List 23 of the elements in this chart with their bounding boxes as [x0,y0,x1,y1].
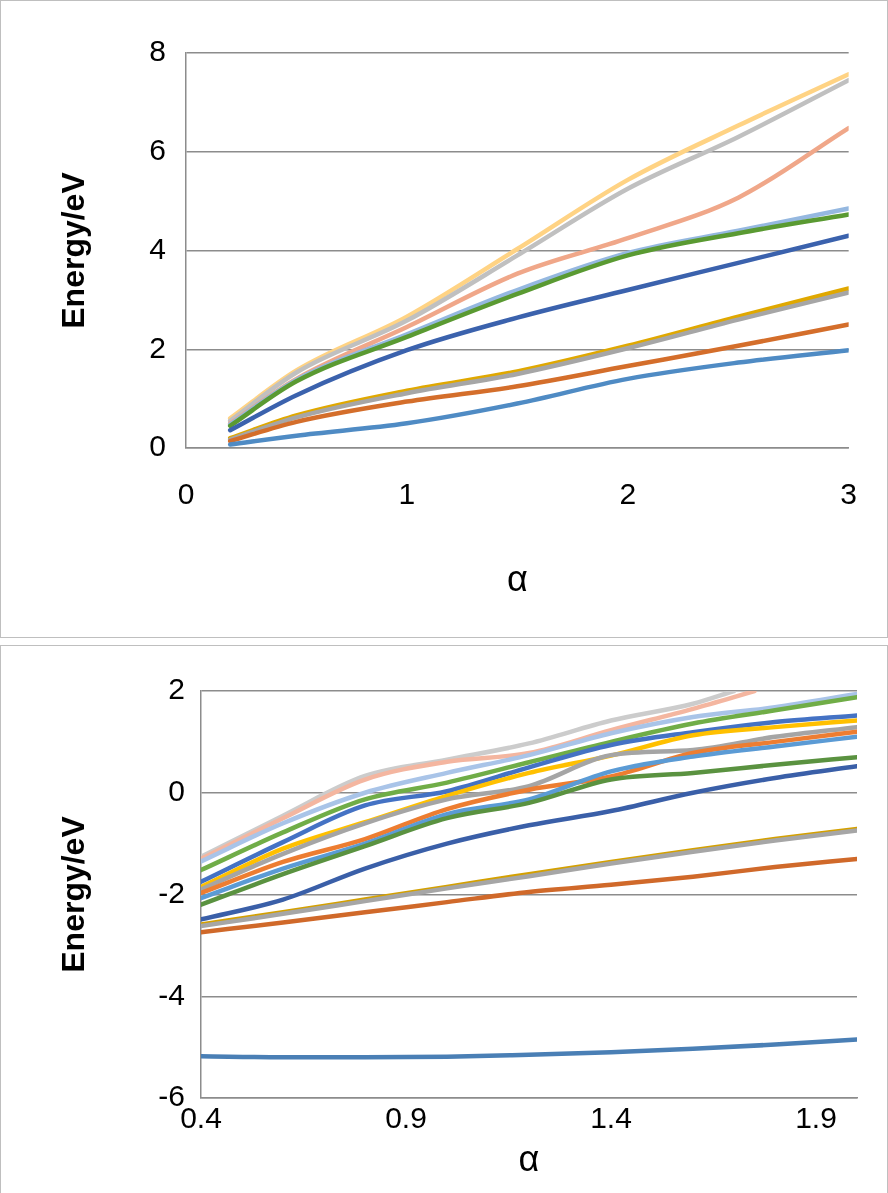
y-tick-label: 0 [168,774,185,808]
x-tick-label: 3 [840,477,857,511]
y-tick-label: 2 [168,672,185,706]
x-tick-label: 1.9 [795,1101,837,1135]
x-tick-label: 1 [398,477,416,511]
y-tick-label: 6 [149,133,166,167]
line-series [201,1037,857,1060]
x-tick-label: 2 [619,477,637,511]
x-tick-label: 1.4 [590,1101,632,1135]
x-axis-title: α [506,557,528,599]
y-tick-label: -4 [158,977,185,1011]
y-axis-title: Energy/eV [55,815,92,973]
y-axis-title: Energy/eV [55,171,92,329]
y-tick-label: -2 [158,875,185,909]
line-series [201,856,857,935]
y-tick-label: 0 [149,429,166,463]
line-series [227,347,849,447]
y-tick-label: 8 [149,34,166,68]
x-axis-title: α [518,1137,540,1179]
y-tick-label: 4 [149,231,166,265]
line-series [227,322,849,444]
y-tick-label: 2 [149,330,166,364]
x-tick-label: 0.9 [385,1101,427,1135]
